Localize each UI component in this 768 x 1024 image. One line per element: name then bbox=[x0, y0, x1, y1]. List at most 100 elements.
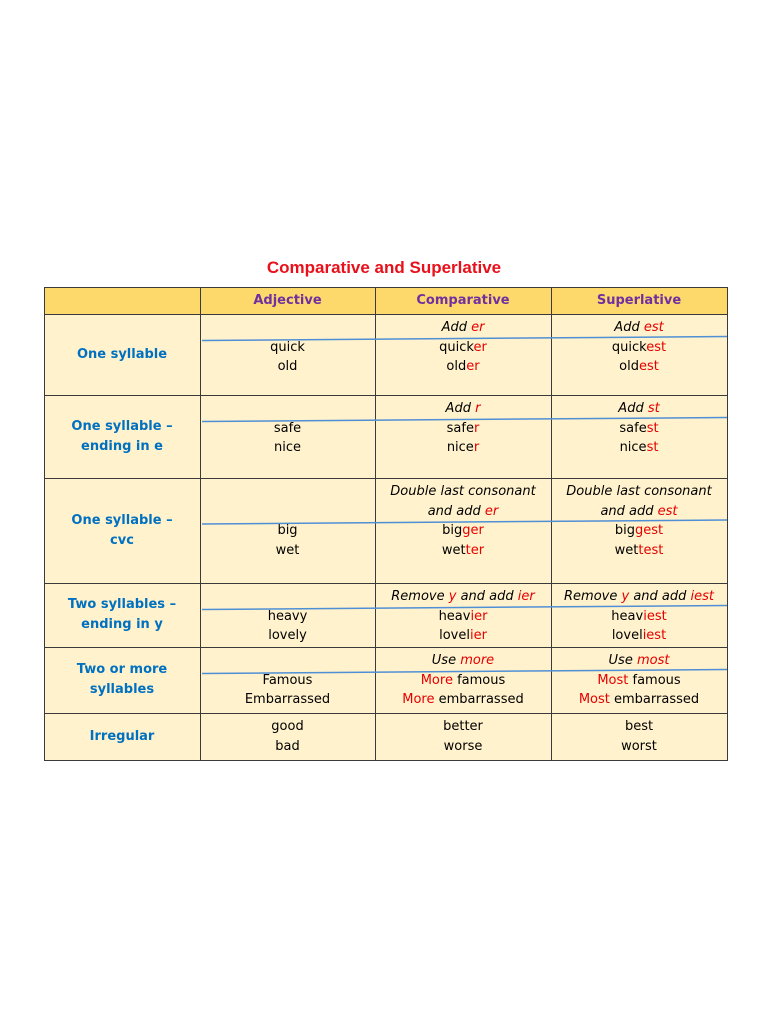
superlative-form: safest bbox=[551, 419, 727, 439]
rule-text: and add er bbox=[375, 502, 551, 522]
text-segment: and add bbox=[600, 503, 658, 519]
row-label: ending in y bbox=[81, 617, 163, 632]
comparative-form: quicker bbox=[375, 338, 551, 358]
text-segment: More bbox=[420, 672, 453, 688]
cell bbox=[44, 314, 201, 396]
text-segment: safe bbox=[619, 420, 647, 436]
divider bbox=[201, 335, 728, 342]
rule-text: Add st bbox=[551, 399, 727, 419]
text-segment: worst bbox=[621, 738, 657, 754]
text-segment: wet bbox=[614, 542, 639, 558]
text-segment: Most bbox=[578, 692, 610, 707]
text-segment: lovel bbox=[439, 628, 470, 643]
text-segment: est bbox=[646, 339, 667, 355]
text-segment: old bbox=[446, 359, 467, 374]
divider bbox=[201, 519, 728, 525]
text-segment: st bbox=[647, 401, 660, 416]
text-segment: Remove bbox=[391, 589, 449, 604]
text-segment: Add bbox=[445, 401, 476, 416]
text-segment: embarrassed bbox=[434, 692, 524, 707]
cell bbox=[200, 647, 376, 714]
adjective: Embarrassed bbox=[244, 692, 331, 707]
text-segment: ier bbox=[517, 589, 535, 604]
text-segment: Use bbox=[608, 653, 637, 668]
rule-text: Add est bbox=[551, 318, 727, 338]
cell bbox=[551, 713, 728, 761]
adjective: old bbox=[277, 359, 298, 374]
text-segment: r bbox=[475, 401, 481, 416]
text-segment: old bbox=[619, 359, 639, 374]
column-header: Comparative bbox=[416, 293, 510, 308]
cell bbox=[200, 395, 376, 479]
cell bbox=[200, 713, 376, 761]
comparative-form: lovelier bbox=[375, 626, 551, 646]
text-segment: More bbox=[402, 692, 435, 707]
text-segment: Add bbox=[618, 401, 648, 416]
text-segment: Add bbox=[614, 320, 644, 335]
text-segment: est bbox=[657, 503, 678, 519]
comparative-form: wetter bbox=[375, 541, 551, 561]
text-segment: ier bbox=[470, 608, 488, 624]
cell bbox=[375, 713, 552, 761]
superlative-form: quickest bbox=[551, 338, 727, 358]
text-segment: better bbox=[443, 719, 483, 734]
text-segment: st bbox=[646, 440, 659, 455]
comparative-form: older bbox=[375, 357, 551, 377]
rule-text: Use more bbox=[375, 651, 551, 671]
text-segment: famous bbox=[628, 672, 681, 688]
text-segment: big bbox=[442, 523, 463, 538]
superlative-form: Most famous bbox=[551, 671, 727, 691]
cell bbox=[375, 647, 552, 714]
superlative-form: biggest bbox=[551, 521, 727, 541]
row-label: Two or more bbox=[76, 662, 168, 677]
superlative-form: Most embarrassed bbox=[551, 690, 727, 710]
superlative-form: oldest bbox=[551, 357, 727, 377]
row-label: cvc bbox=[110, 532, 134, 548]
text-segment: Double last consonant bbox=[390, 484, 536, 499]
text-segment: lovel bbox=[611, 628, 643, 643]
text-segment: more bbox=[460, 653, 495, 668]
cell bbox=[375, 395, 552, 479]
text-segment: heav bbox=[438, 608, 471, 624]
text-segment: er bbox=[471, 320, 485, 335]
text-segment: ier bbox=[469, 628, 487, 643]
rule-text: Use most bbox=[551, 651, 727, 671]
text-segment: gest bbox=[635, 523, 664, 538]
adjective: bad bbox=[275, 738, 300, 754]
adjective: Famous bbox=[262, 672, 313, 688]
rule-text: Double last consonant bbox=[375, 482, 551, 502]
text-segment: and add bbox=[427, 503, 485, 519]
text-segment: est bbox=[638, 359, 659, 374]
cell bbox=[200, 314, 376, 396]
adjective: quick bbox=[270, 339, 305, 355]
cell bbox=[44, 395, 201, 479]
text-segment: er bbox=[473, 339, 487, 355]
superlative-form: loveliest bbox=[551, 626, 727, 646]
text-segment: big bbox=[614, 523, 635, 538]
text-segment: Remove bbox=[564, 589, 622, 604]
divider bbox=[201, 668, 728, 675]
cell bbox=[44, 647, 201, 714]
superlative-form: nicest bbox=[551, 438, 727, 458]
row-label: One syllable – bbox=[71, 512, 173, 528]
adjective: safe bbox=[273, 420, 302, 436]
text-segment: worse bbox=[443, 738, 483, 754]
text-segment: y bbox=[448, 589, 457, 604]
row-label: syllables bbox=[89, 682, 155, 697]
comparative-form: worse bbox=[375, 737, 551, 757]
rule-text: Double last consonant bbox=[551, 482, 727, 502]
text-segment: Double last consonant bbox=[566, 484, 712, 499]
text-segment: and add bbox=[456, 589, 518, 604]
superlative-form: wettest bbox=[551, 541, 727, 561]
comparative-form: More famous bbox=[375, 671, 551, 691]
adjective: wet bbox=[275, 542, 300, 558]
rule-text: Remove y and add ier bbox=[375, 587, 551, 607]
cell bbox=[551, 647, 728, 714]
text-segment: est bbox=[643, 320, 664, 335]
text-segment: y bbox=[621, 589, 630, 604]
text-segment: nice bbox=[446, 440, 474, 455]
rule-text: Add r bbox=[375, 399, 551, 419]
divider bbox=[201, 416, 728, 423]
